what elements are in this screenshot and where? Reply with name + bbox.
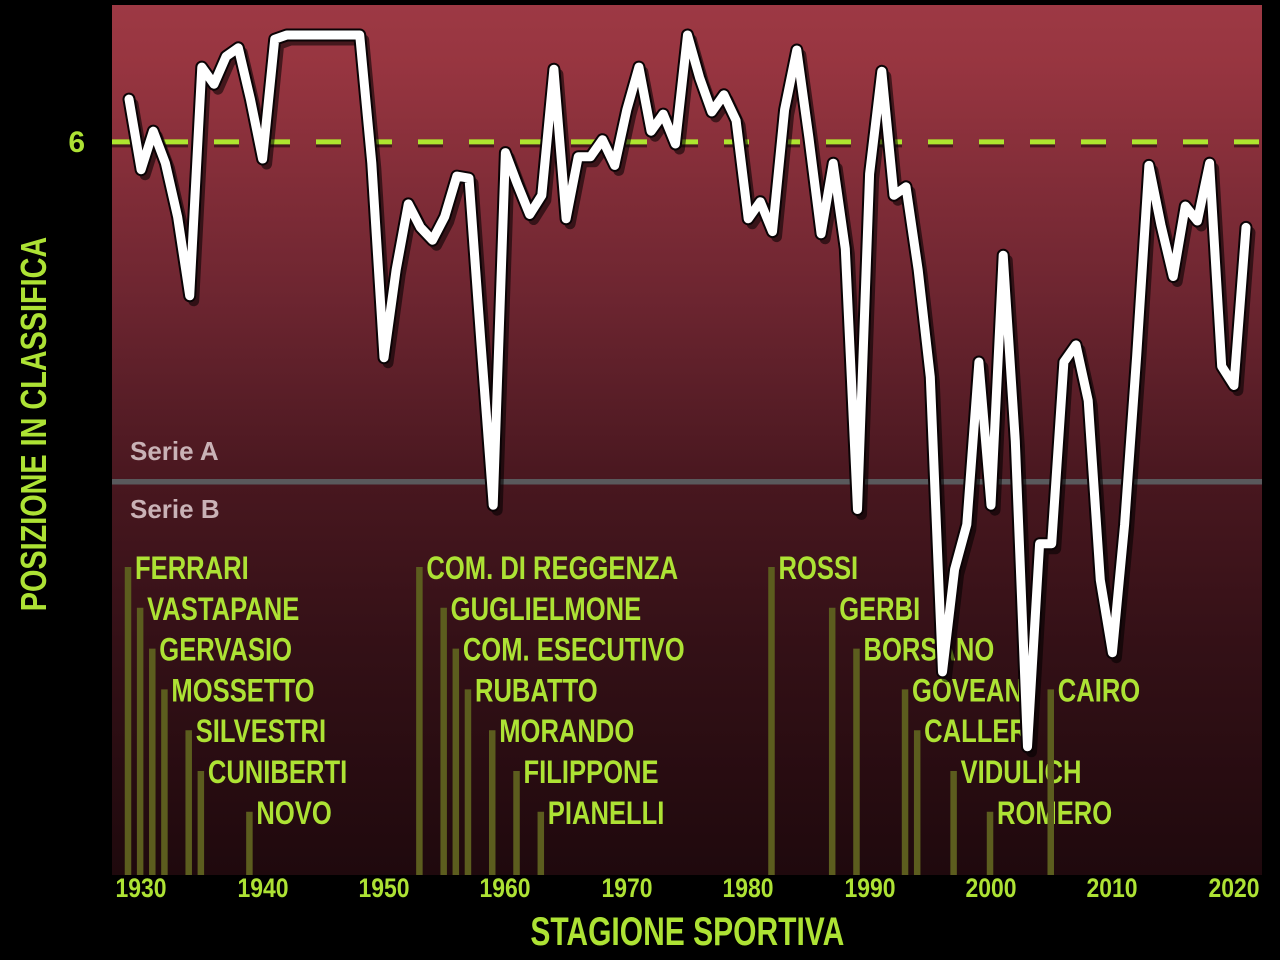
president-label: ROMERO [997, 796, 1112, 831]
x-axis-title: STAGIONE SPORTIVA [387, 912, 987, 952]
president-label: GUGLIELMONE [451, 592, 642, 627]
x-tick-text: 2000 [965, 873, 1017, 903]
president-label: MORANDO [499, 715, 634, 750]
x-tick-1940: 1940 [223, 873, 303, 903]
x-tick-2010: 2010 [1072, 873, 1152, 903]
x-axis-title-text: STAGIONE SPORTIVA [530, 910, 844, 954]
president-label: FERRARI [135, 551, 249, 586]
x-tick-text: 1980 [722, 873, 774, 903]
x-tick-text: 1970 [601, 873, 653, 903]
x-tick-1960: 1960 [465, 873, 545, 903]
president-label: SILVESTRI [196, 715, 326, 750]
x-tick-2000: 2000 [951, 873, 1031, 903]
president-label: GERVASIO [159, 633, 292, 668]
series-layer [122, 28, 1256, 758]
president-label: ROSSI [778, 551, 858, 586]
president-label: PIANELLI [548, 796, 665, 831]
position-line [124, 30, 1251, 752]
president-label: CAIRO [1058, 674, 1140, 709]
x-tick-1970: 1970 [587, 873, 667, 903]
president-label: VIDULICH [961, 755, 1082, 790]
president-label: RUBATTO [475, 674, 598, 709]
y-axis-title-text: POSIZIONE IN CLASSIFICA [13, 236, 54, 612]
serie-b-label: Serie B [130, 494, 220, 524]
president-label: GERBI [839, 592, 920, 627]
president-label: CALLERI [924, 715, 1035, 750]
plot-area: Serie A Serie B FERRARI VASTAPANE GERVASIO… [112, 5, 1262, 875]
x-tick-text: 2020 [1208, 873, 1260, 903]
president-label: FILIPPONE [524, 755, 659, 790]
president-label: COM. ESECUTIVO [463, 633, 685, 668]
x-tick-1980: 1980 [708, 873, 788, 903]
president-label: CUNIBERTI [208, 755, 347, 790]
chart-canvas: Serie A Serie B FERRARI VASTAPANE GERVASIO… [112, 28, 1262, 875]
president-label: VASTAPANE [147, 592, 299, 627]
president-label: GOVEANI [912, 674, 1030, 709]
reference-lines-layer: Serie A Serie B [112, 139, 1262, 524]
x-tick-text: 2010 [1086, 873, 1138, 903]
y-axis-tick-6: 6 [68, 126, 85, 159]
president-label: MOSSETTO [171, 674, 314, 709]
x-tick-1950: 1950 [344, 873, 424, 903]
president-label: BORSANO [863, 633, 994, 668]
x-tick-text: 1990 [844, 873, 896, 903]
x-tick-text: 1960 [479, 873, 531, 903]
serie-a-label: Serie A [130, 436, 219, 466]
x-tick-2020: 2020 [1194, 873, 1274, 903]
president-label: NOVO [256, 796, 331, 831]
presidents-layer: FERRARI VASTAPANE GERVASIO MOSSETTO SILVESTR… [124, 551, 1140, 875]
x-tick-text: 1930 [115, 873, 167, 903]
president-label: COM. DI REGGENZA [426, 551, 678, 586]
x-tick-text: 1940 [237, 873, 289, 903]
x-tick-text: 1950 [358, 873, 410, 903]
x-tick-1990: 1990 [830, 873, 910, 903]
x-tick-1930: 1930 [101, 873, 181, 903]
